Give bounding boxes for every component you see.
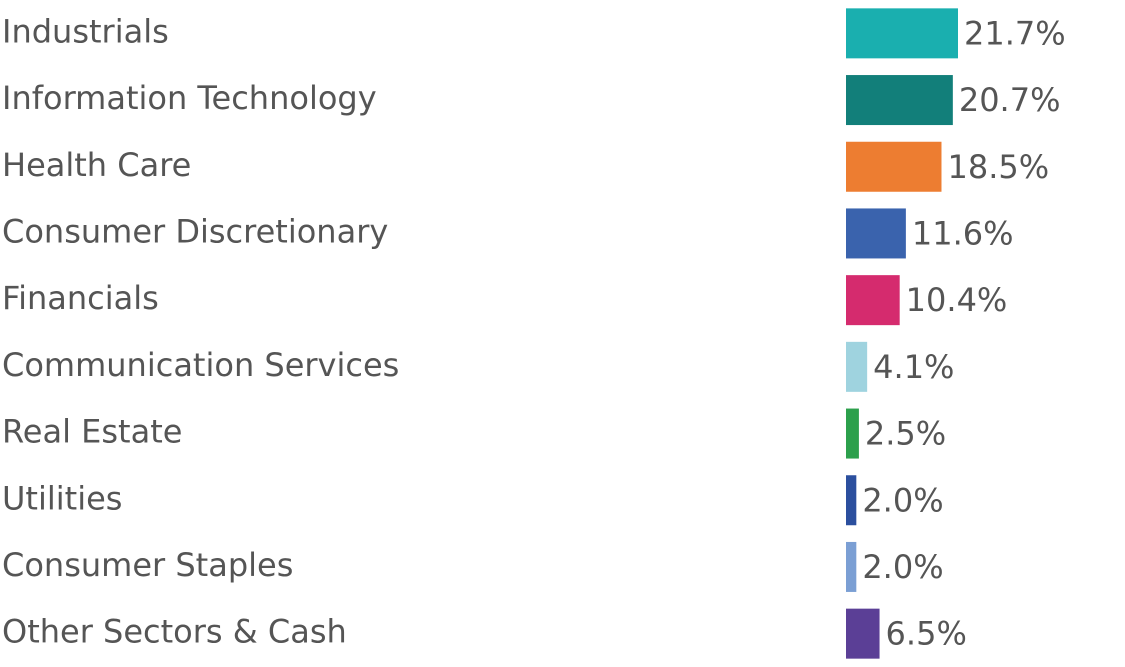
value-label: 18.5% xyxy=(947,148,1049,186)
bar xyxy=(846,208,906,259)
bar xyxy=(846,141,942,192)
value-label: 20.7% xyxy=(959,81,1061,119)
bar xyxy=(846,408,859,459)
category-label: Consumer Discretionary xyxy=(2,212,388,250)
category-label: Health Care xyxy=(2,146,191,184)
bar xyxy=(846,475,857,526)
category-label: Financials xyxy=(2,279,159,317)
bar xyxy=(846,75,953,126)
value-label: 11.6% xyxy=(912,214,1014,252)
category-label: Information Technology xyxy=(2,79,377,117)
value-label: 21.7% xyxy=(964,14,1066,52)
value-label: 2.0% xyxy=(862,481,943,519)
category-label: Consumer Staples xyxy=(2,546,293,584)
value-label: 4.1% xyxy=(873,348,954,386)
category-label: Communication Services xyxy=(2,346,399,384)
bar xyxy=(846,541,857,592)
category-label: Real Estate xyxy=(2,413,182,451)
category-label: Other Sectors & Cash xyxy=(2,613,347,651)
bar xyxy=(846,608,880,659)
value-label: 10.4% xyxy=(906,281,1008,319)
bar xyxy=(846,275,900,326)
value-label: 6.5% xyxy=(886,615,967,653)
bar xyxy=(846,341,868,392)
value-label: 2.5% xyxy=(865,415,946,453)
value-label: 2.0% xyxy=(862,548,943,586)
bar xyxy=(846,8,958,59)
category-label: Industrials xyxy=(2,12,169,50)
category-label: Utilities xyxy=(2,479,122,517)
